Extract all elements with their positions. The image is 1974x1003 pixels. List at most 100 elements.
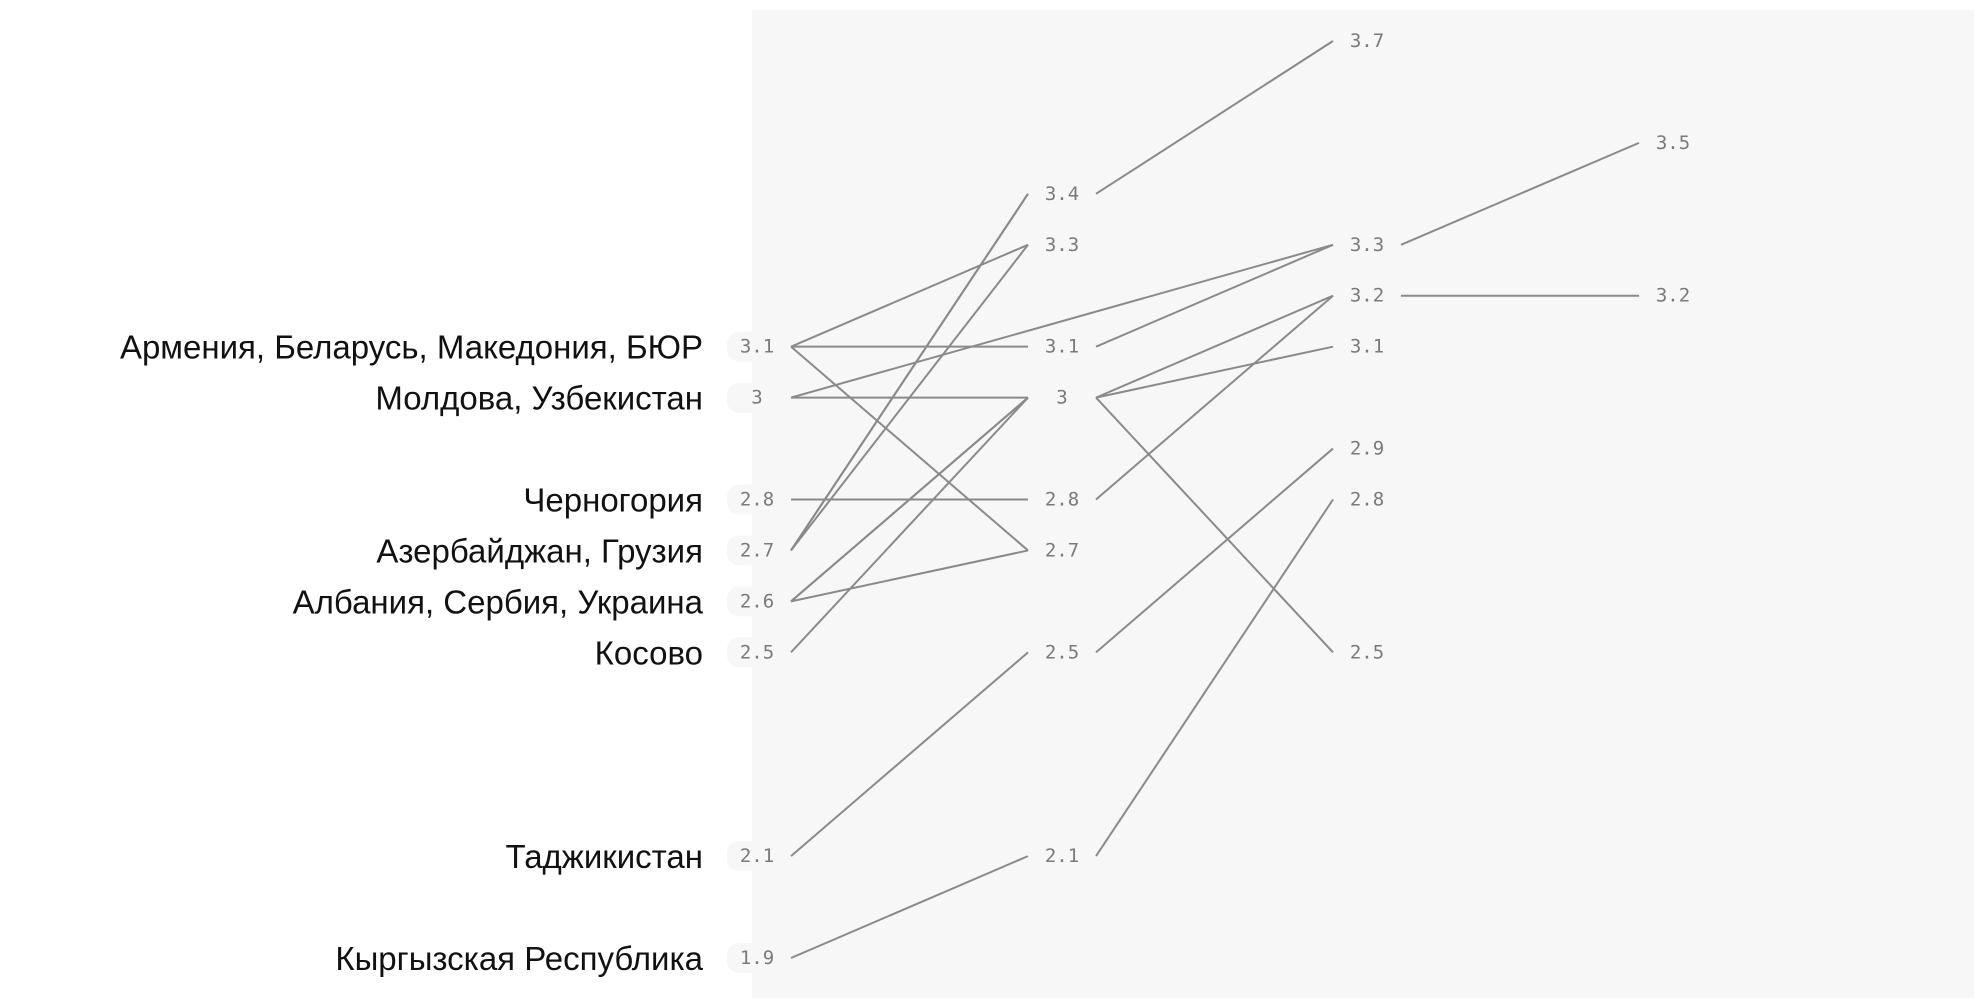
value-label-bg [727, 586, 787, 617]
value-label-7: 1.9 [727, 943, 787, 973]
value-label-8: 3.4 [1032, 178, 1092, 209]
value-label-10: 3.1 [1032, 331, 1092, 362]
value-label-9: 3.3 [1032, 229, 1092, 260]
value-label-bg [727, 841, 787, 872]
value-label-bg [1032, 178, 1092, 209]
value-label-5: 2.5 [727, 637, 787, 668]
value-label-4: 2.6 [727, 586, 787, 617]
value-label-1: 3 [727, 382, 787, 413]
category-label-1: Молдова, Узбекистан [375, 380, 703, 417]
slope-line-15 [1095, 40, 1334, 195]
slope-line-22 [1095, 498, 1334, 857]
value-label-text: 3.1 [1350, 336, 1384, 358]
value-label-text: 3.3 [1350, 234, 1384, 256]
category-label-0: Армения, Беларусь, Македония, БЮР [120, 329, 703, 366]
value-label-text: 2.8 [1350, 489, 1384, 511]
value-label-text: 3 [751, 387, 762, 409]
value-label-text: 2.9 [1350, 438, 1384, 460]
value-label-18: 3.2 [1337, 280, 1397, 311]
value-label-text: 2.8 [1045, 489, 1079, 511]
value-label-bg [1032, 637, 1092, 668]
value-label-bg [1337, 331, 1397, 362]
value-label-bg [727, 331, 787, 362]
value-label-bg [1032, 841, 1092, 872]
value-label-text: 3.7 [1350, 30, 1384, 52]
value-label-bg [1032, 484, 1092, 515]
value-label-text: 3.1 [740, 336, 774, 358]
value-label-0: 3.1 [727, 331, 787, 362]
value-label-bg [1337, 637, 1397, 668]
value-label-bg [1032, 229, 1092, 260]
value-label-text: 2.7 [740, 539, 774, 561]
value-label-bg [1337, 433, 1397, 464]
slope-line-8 [790, 244, 1029, 552]
slope-line-2 [790, 345, 1029, 552]
value-label-bg [727, 382, 787, 413]
slope-line-0 [790, 243, 1029, 348]
slope-line-19 [1095, 396, 1334, 654]
value-label-text: 2.8 [740, 489, 774, 511]
value-labels-layer: 3.1 3 2.8 2.7 2.6 2.5 2.1 1.9 3.4 3.3 3.1 3 2.8 2.7 2.… [727, 26, 1703, 973]
value-label-text: 2.5 [1350, 641, 1384, 663]
value-label-3: 2.7 [727, 535, 787, 566]
value-label-text: 1.9 [740, 947, 774, 969]
value-label-text: 2.1 [740, 845, 774, 867]
value-label-bg [1032, 331, 1092, 362]
slope-line-11 [790, 549, 1029, 603]
value-label-19: 3.1 [1337, 331, 1397, 362]
value-label-6: 2.1 [727, 841, 787, 872]
value-label-text: 2.5 [740, 641, 774, 663]
value-label-bg [1337, 484, 1397, 515]
value-label-16: 3.7 [1337, 26, 1397, 56]
slope-line-10 [790, 396, 1029, 603]
value-label-20: 2.9 [1337, 433, 1397, 464]
value-label-bg [727, 484, 787, 515]
value-label-bg [1032, 535, 1092, 566]
slope-line-13 [790, 651, 1029, 857]
value-label-bg [727, 637, 787, 668]
value-label-2: 2.8 [727, 484, 787, 515]
value-label-bg [1337, 229, 1397, 260]
category-label-2: Черногория [523, 482, 703, 519]
value-label-23: 3.5 [1643, 127, 1703, 158]
value-label-text: 3.1 [1045, 336, 1079, 358]
value-label-15: 2.1 [1032, 841, 1092, 872]
slope-line-7 [790, 193, 1029, 551]
value-label-11: 3 [1032, 382, 1092, 413]
slope-line-20 [1095, 294, 1334, 501]
value-label-bg [1643, 280, 1703, 311]
slope-line-12 [790, 396, 1029, 654]
value-label-text: 3.5 [1656, 132, 1690, 154]
category-label-3: Азербайджан, Грузия [376, 532, 703, 569]
category-label-6: Таджикистан [506, 838, 703, 875]
value-label-text: 3.4 [1045, 183, 1079, 205]
value-label-text: 2.1 [1045, 845, 1079, 867]
value-label-bg [1032, 382, 1092, 413]
value-label-text: 3 [1056, 387, 1067, 409]
value-label-bg [1643, 127, 1703, 158]
value-label-text: 2.5 [1045, 641, 1079, 663]
value-label-17: 3.3 [1337, 229, 1397, 260]
slope-line-17 [1095, 294, 1334, 399]
value-label-14: 2.5 [1032, 637, 1092, 668]
slope-line-21 [1095, 447, 1334, 654]
value-label-bg [727, 535, 787, 566]
slope-line-14 [790, 855, 1029, 959]
slope-line-16 [1095, 243, 1334, 348]
value-label-text: 2.7 [1045, 539, 1079, 561]
value-label-13: 2.7 [1032, 535, 1092, 566]
value-label-21: 2.8 [1337, 484, 1397, 515]
lines-layer [790, 40, 1640, 959]
category-label-5: Косово [595, 634, 703, 671]
value-label-bg [1337, 280, 1397, 311]
category-labels-layer: Армения, Беларусь, Македония, БЮР Молдова… [120, 329, 704, 977]
value-label-text: 3.3 [1045, 234, 1079, 256]
slope-line-18 [1095, 345, 1334, 399]
value-label-24: 3.2 [1643, 280, 1703, 311]
value-label-text: 3.2 [1350, 285, 1384, 307]
value-label-bg [727, 943, 787, 973]
category-label-7: Кыргызская Республика [335, 940, 703, 977]
value-label-12: 2.8 [1032, 484, 1092, 515]
